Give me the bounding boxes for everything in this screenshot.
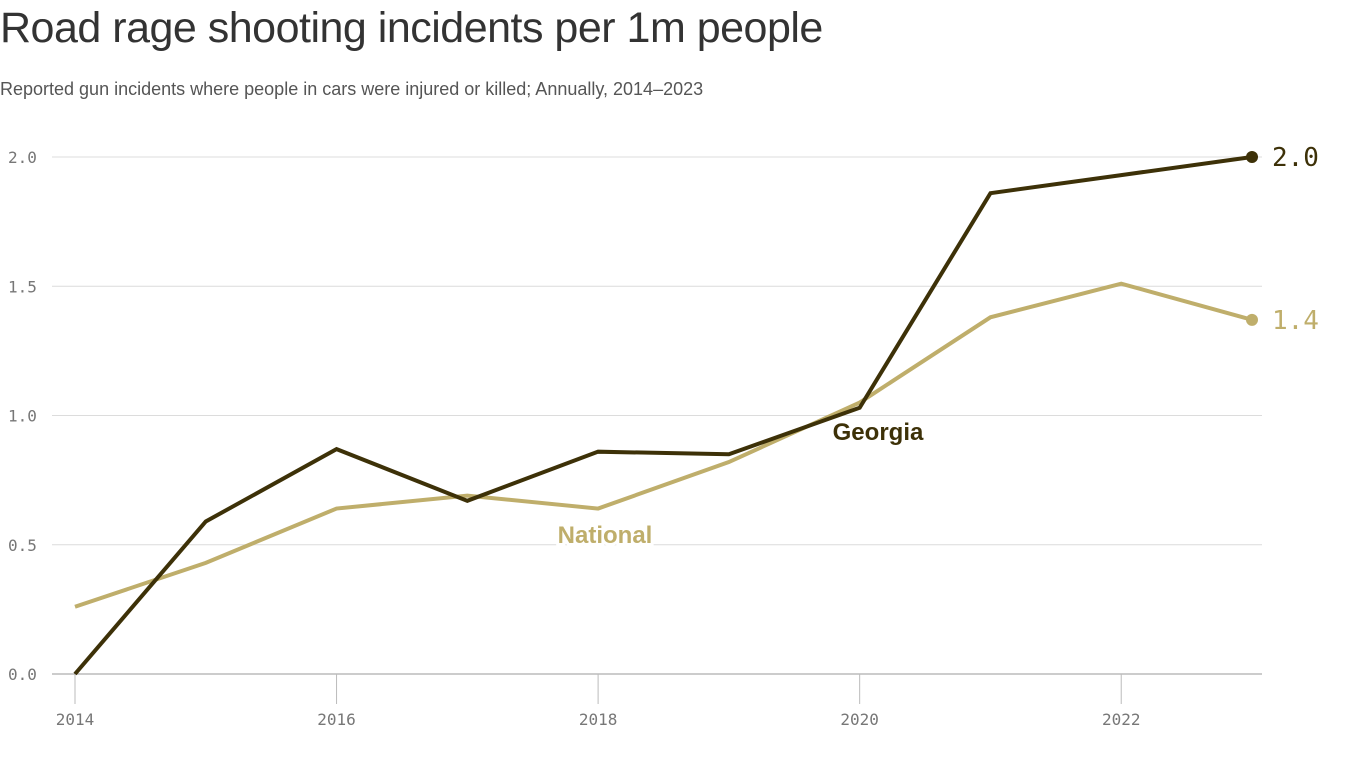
- x-tick-label: 2020: [840, 710, 879, 729]
- chart-title: Road rage shooting incidents per 1m peop…: [0, 4, 823, 52]
- series-line-national: [74, 281, 1253, 609]
- end-value-label-georgia: 2.0: [1272, 143, 1319, 173]
- y-tick-label: 0.0: [8, 665, 37, 684]
- series-label-national: National: [558, 522, 653, 549]
- series-label-georgia: Georgia: [833, 419, 924, 446]
- end-point-georgia: [1246, 151, 1258, 163]
- x-tick-label: 2018: [579, 710, 618, 729]
- x-tick-label: 2014: [56, 710, 95, 729]
- x-tick-label: 2022: [1102, 710, 1141, 729]
- chart-subtitle: Reported gun incidents where people in c…: [0, 79, 704, 99]
- end-value-label-national: 1.4: [1272, 306, 1319, 336]
- y-tick-label: 1.0: [8, 407, 37, 426]
- x-tick-label: 2016: [317, 710, 356, 729]
- end-point-national: [1246, 313, 1258, 326]
- y-tick-label: 2.0: [8, 148, 37, 167]
- y-tick-label: 0.5: [8, 536, 37, 555]
- series-line-georgia: [73, 155, 1253, 676]
- y-tick-label: 1.5: [8, 277, 37, 296]
